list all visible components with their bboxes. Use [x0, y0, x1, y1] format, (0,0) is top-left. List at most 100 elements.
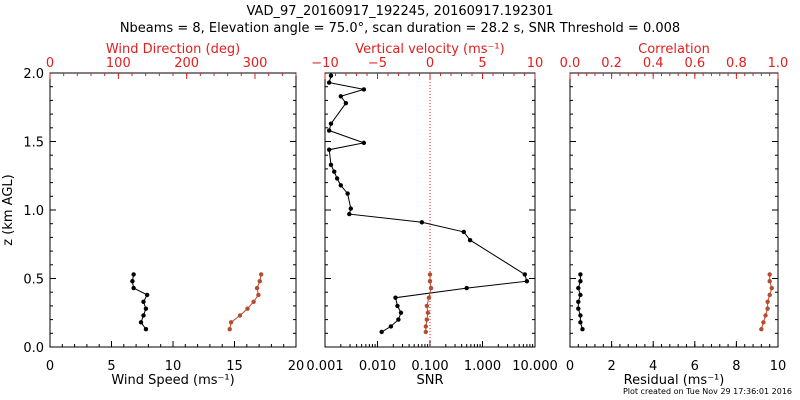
data-point-snr-bottom	[379, 329, 384, 335]
data-point-snr-top	[426, 295, 432, 300]
top-axis-label: Correlation	[638, 42, 710, 57]
bottom-tick-label: 0.001	[306, 359, 343, 374]
data-point-residual-top	[765, 306, 770, 311]
y-tick-label: 1.5	[23, 136, 44, 151]
data-point-wind-bottom	[131, 272, 136, 277]
data-point-snr-top	[427, 279, 433, 284]
bottom-tick-label: 20	[288, 359, 305, 374]
data-point-wind-bottom	[141, 299, 146, 304]
data-point-wind-bottom	[138, 320, 144, 325]
bottom-tick-label: 6	[691, 359, 699, 374]
y-tick-label: 0.0	[23, 341, 44, 356]
data-point-wind-bottom	[143, 326, 149, 332]
data-point-snr-bottom	[398, 310, 404, 315]
data-point-residual-top	[763, 313, 768, 318]
bottom-axis-label: Wind Speed (ms⁻¹)	[111, 373, 234, 388]
bottom-tick-label: 0.010	[359, 359, 396, 374]
series-line-snr-bottom	[328, 75, 528, 333]
data-point-snr-top	[424, 303, 430, 309]
chart-title-line2: Nbeams = 8, Elevation angle = 75.0°, sca…	[119, 21, 681, 36]
chart-title-line1: VAD_97_20160917_192245, 20160917.192301	[246, 4, 554, 19]
bottom-tick-label: 0	[566, 359, 574, 374]
bottom-tick-label: 10.000	[512, 359, 558, 374]
data-point-snr-bottom	[338, 94, 344, 99]
top-tick-label: 0.0	[560, 56, 581, 71]
data-point-wind-top	[227, 326, 232, 332]
data-point-snr-bottom	[347, 211, 352, 217]
data-point-snr-bottom	[524, 279, 530, 284]
data-point-residual-bottom	[578, 272, 583, 277]
bottom-tick-label: 0.100	[411, 359, 448, 374]
data-point-snr-bottom	[467, 237, 473, 243]
data-point-snr-bottom	[328, 73, 334, 78]
data-point-snr-bottom	[522, 272, 528, 277]
data-point-snr-bottom	[396, 317, 401, 322]
data-point-snr-bottom	[326, 128, 332, 133]
data-point-wind-bottom	[130, 279, 135, 284]
data-point-residual-top	[769, 285, 774, 291]
series-line-wind-top	[229, 274, 262, 330]
top-axis-label: Wind Direction (deg)	[106, 42, 240, 57]
data-point-snr-bottom	[338, 183, 344, 188]
data-point-wind-top	[228, 320, 234, 325]
bottom-tick-label: 10	[165, 359, 182, 374]
data-point-wind-top	[254, 285, 260, 291]
data-point-wind-top	[251, 299, 256, 304]
data-point-snr-bottom	[343, 100, 349, 106]
data-point-snr-top	[423, 329, 428, 335]
y-tick-label: 2.0	[23, 67, 44, 82]
bottom-tick-label: 10	[770, 359, 787, 374]
plot-created-footer: Plot created on Tue Nov 29 17:36:01 2016	[622, 387, 792, 396]
data-point-residual-bottom	[578, 279, 583, 284]
data-point-residual-top	[767, 272, 772, 277]
data-point-residual-bottom	[578, 320, 583, 325]
plot-frame-residual	[569, 72, 779, 348]
data-point-snr-bottom	[348, 206, 353, 211]
data-point-residual-top	[759, 326, 764, 332]
y-axis-label: z (km AGL)	[1, 174, 16, 245]
data-point-wind-bottom	[141, 313, 146, 318]
data-point-wind-top	[258, 272, 264, 277]
data-point-residual-bottom	[578, 313, 583, 318]
top-tick-label: 1.0	[768, 56, 789, 71]
top-tick-label: 0	[46, 56, 54, 71]
bottom-tick-label: 2	[607, 359, 615, 374]
bottom-tick-label: 1.000	[464, 359, 501, 374]
data-point-snr-bottom	[332, 169, 337, 174]
data-point-snr-bottom	[461, 229, 466, 235]
bottom-tick-label: 8	[732, 359, 740, 374]
top-tick-label: 200	[174, 56, 199, 71]
data-point-snr-bottom	[345, 191, 350, 196]
top-tick-label: 5	[478, 56, 486, 71]
top-axis-label: Vertical velocity (ms⁻¹)	[355, 42, 504, 57]
data-point-snr-bottom	[361, 87, 367, 92]
data-point-residual-top	[767, 279, 772, 284]
top-tick-label: 100	[106, 56, 131, 71]
data-point-residual-top	[765, 299, 770, 304]
data-point-snr-bottom	[326, 147, 332, 152]
data-point-snr-bottom	[388, 324, 394, 329]
data-point-wind-top	[237, 313, 243, 318]
data-point-snr-bottom	[326, 80, 332, 85]
data-point-snr-bottom	[464, 285, 469, 291]
data-point-residual-bottom	[576, 299, 581, 304]
top-tick-label: 10	[527, 56, 544, 71]
plot-frame-snr	[324, 72, 536, 348]
panel-wind	[49, 72, 297, 348]
panel-snr	[324, 72, 536, 348]
data-point-snr-bottom	[393, 295, 398, 300]
data-point-snr-bottom	[328, 121, 334, 126]
y-tick-label: 0.5	[23, 273, 44, 288]
panel-residual	[569, 72, 779, 348]
data-point-snr-bottom	[361, 140, 367, 146]
top-tick-label: 0	[426, 56, 434, 71]
top-tick-label: 0.2	[601, 56, 622, 71]
data-point-wind-bottom	[143, 306, 149, 311]
bottom-tick-label: 4	[649, 359, 657, 374]
data-point-wind-top	[257, 279, 262, 284]
data-point-residual-bottom	[578, 292, 583, 298]
top-tick-label: 0.8	[726, 56, 747, 71]
bottom-tick-label: 15	[226, 359, 243, 374]
data-point-snr-bottom	[419, 220, 425, 225]
